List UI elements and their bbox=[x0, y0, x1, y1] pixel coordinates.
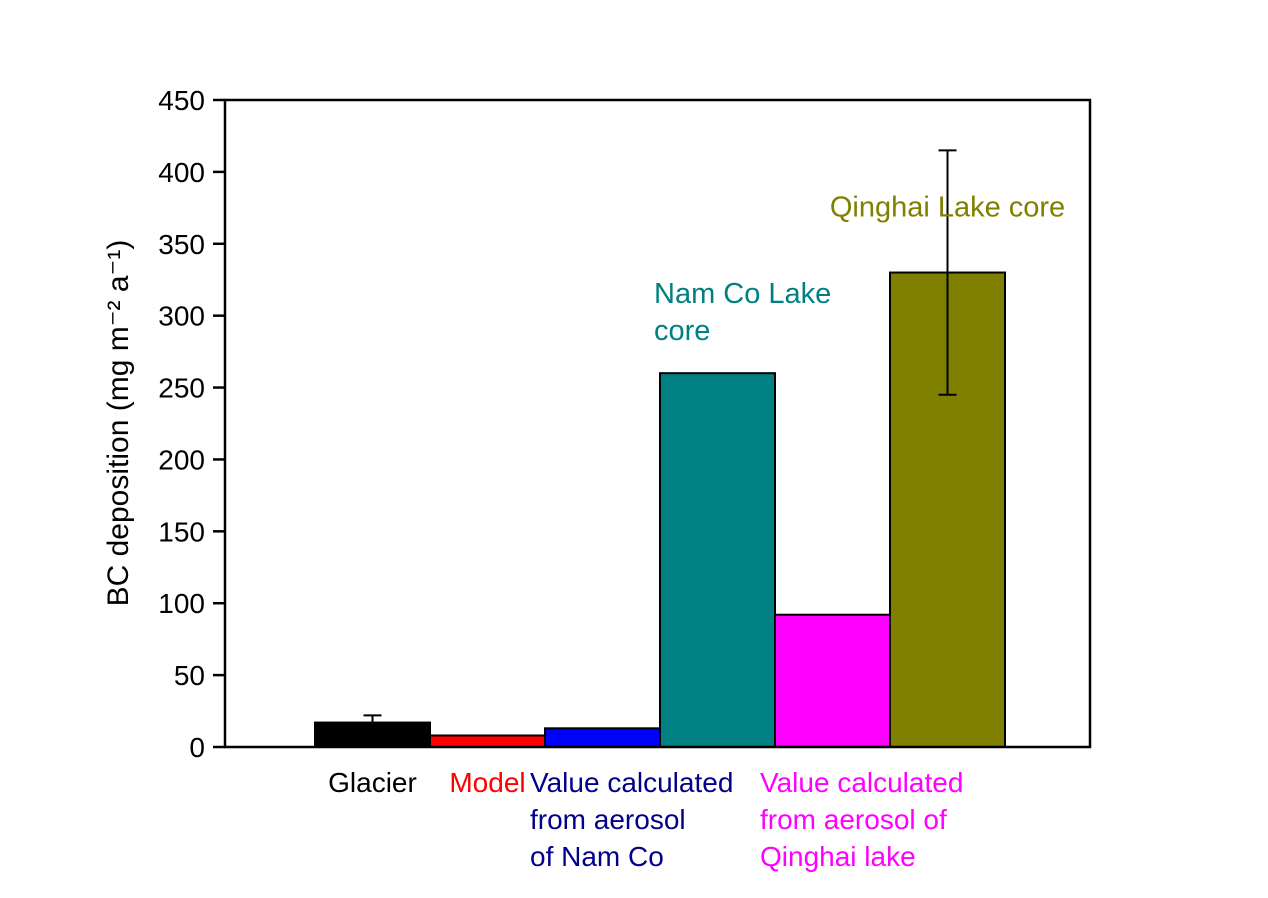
bar-aerosol-nam-co bbox=[544, 727, 661, 749]
bar-aerosol-qinghai bbox=[774, 613, 891, 748]
x-tick-label-aerosol-nam-co: Value calculated bbox=[530, 767, 733, 798]
x-tick-label-glacier: Glacier bbox=[328, 767, 417, 798]
y-tick-label: 450 bbox=[158, 85, 205, 116]
annotation-nam-co-lake-core-label: core bbox=[654, 315, 710, 347]
y-tick-label: 200 bbox=[158, 444, 205, 475]
x-tick-label-aerosol-nam-co: of Nam Co bbox=[530, 841, 664, 872]
y-tick-label: 300 bbox=[158, 301, 205, 332]
bar-nam-co-lake-core bbox=[659, 372, 776, 748]
bar-model bbox=[429, 734, 546, 749]
x-tick-label-aerosol-qinghai: Qinghai lake bbox=[760, 841, 916, 872]
y-tick-label: 100 bbox=[158, 588, 205, 619]
y-tick-label: 250 bbox=[158, 373, 205, 404]
y-tick-label: 50 bbox=[174, 660, 205, 691]
y-tick-label: 400 bbox=[158, 157, 205, 188]
y-tick-label: 350 bbox=[158, 229, 205, 260]
x-tick-label-aerosol-nam-co: from aerosol bbox=[530, 804, 686, 835]
x-tick-label-aerosol-qinghai: Value calculated bbox=[760, 767, 963, 798]
y-axis-label: BC deposition (mg m⁻² a⁻¹) bbox=[102, 240, 135, 607]
y-tick-label: 150 bbox=[158, 516, 205, 547]
plot-frame bbox=[223, 98, 1092, 749]
y-tick-label: 0 bbox=[189, 732, 205, 763]
annotation-qinghai-lake-core-label: Qinghai Lake core bbox=[830, 191, 1065, 223]
annotation-nam-co-lake-core-label: Nam Co Lake bbox=[654, 278, 831, 310]
x-tick-label-model: Model bbox=[449, 767, 525, 798]
x-tick-label-aerosol-qinghai: from aerosol of bbox=[760, 804, 947, 835]
